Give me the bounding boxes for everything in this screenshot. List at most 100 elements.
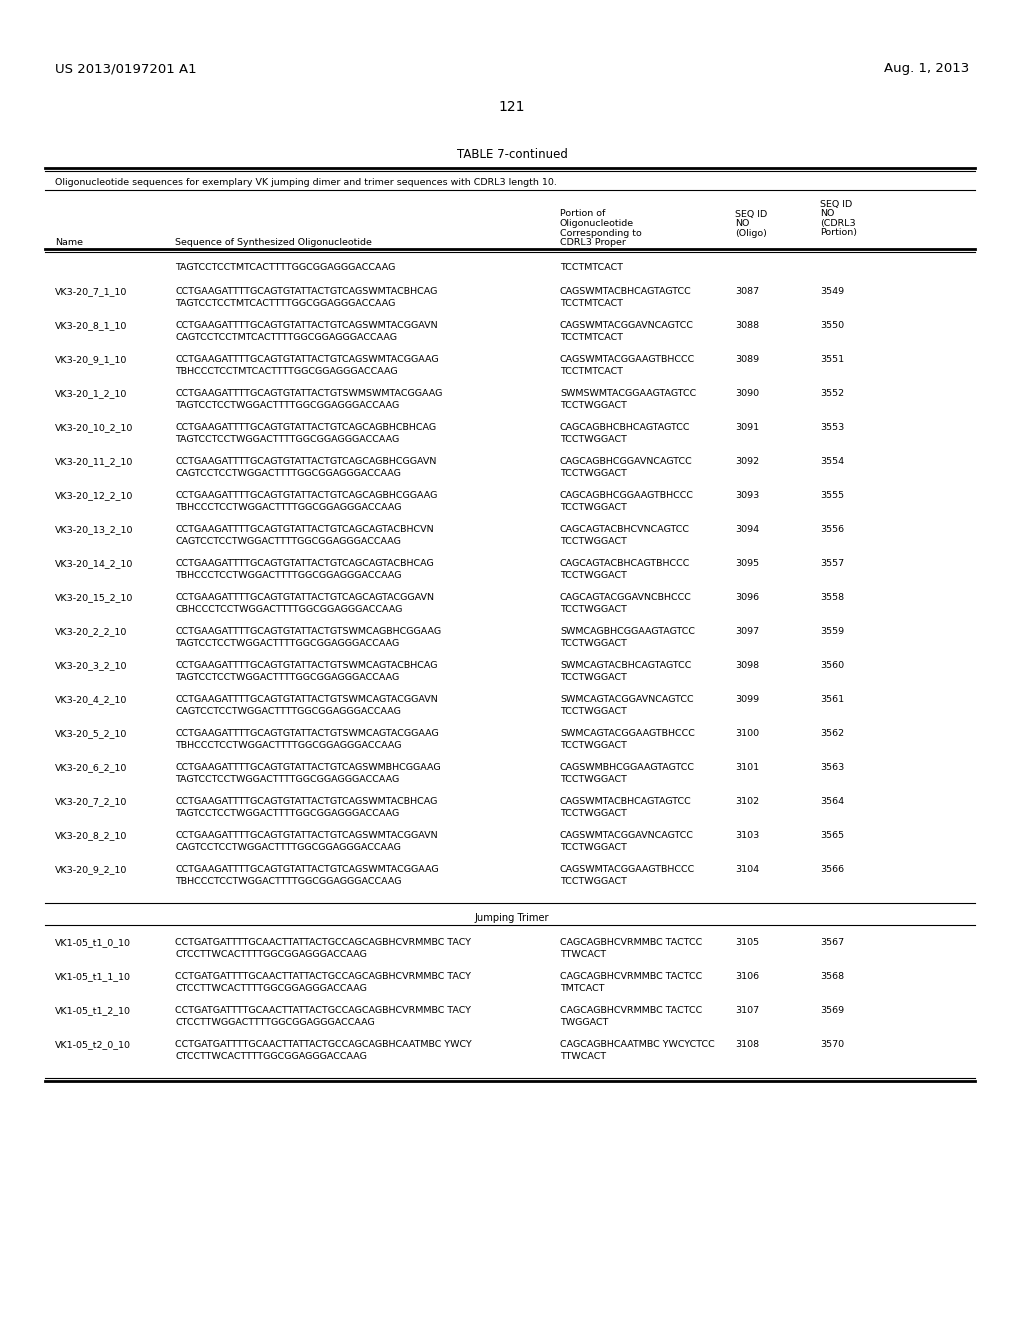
Text: 3566: 3566 xyxy=(820,865,844,874)
Text: CCTGATGATTTTGCAACTTATTACTGCCAGCAGBHCVRMMBC TACY: CCTGATGATTTTGCAACTTATTACTGCCAGCAGBHCVRMM… xyxy=(175,972,471,981)
Text: VK3-20_8_1_10: VK3-20_8_1_10 xyxy=(55,321,127,330)
Text: CAGSWMTACGGAVNCAGTCC: CAGSWMTACGGAVNCAGTCC xyxy=(560,832,694,840)
Text: CTCCTTWCACTTTTGGCGGAGGGACCAAG: CTCCTTWCACTTTTGGCGGAGGGACCAAG xyxy=(175,983,367,993)
Text: CCTGAAGATTTTGCAGTGTATTACTGTCAGSWMTACGGAAG: CCTGAAGATTTTGCAGTGTATTACTGTCAGSWMTACGGAA… xyxy=(175,865,438,874)
Text: TAGTCCTCCTWGGACTTTTGGCGGAGGGACCAAG: TAGTCCTCCTWGGACTTTTGGCGGAGGGACCAAG xyxy=(175,401,399,411)
Text: VK3-20_7_1_10: VK3-20_7_1_10 xyxy=(55,286,127,296)
Text: VK3-20_15_2_10: VK3-20_15_2_10 xyxy=(55,593,133,602)
Text: VK1-05_t1_1_10: VK1-05_t1_1_10 xyxy=(55,972,131,981)
Text: TMTCACT: TMTCACT xyxy=(560,983,604,993)
Text: TCCTWGGACT: TCCTWGGACT xyxy=(560,876,627,886)
Text: 3560: 3560 xyxy=(820,661,844,671)
Text: CCTGAAGATTTTGCAGTGTATTACTGTCAGSWMTACBHCAG: CCTGAAGATTTTGCAGTGTATTACTGTCAGSWMTACBHCA… xyxy=(175,286,437,296)
Text: VK3-20_3_2_10: VK3-20_3_2_10 xyxy=(55,661,128,671)
Text: 3107: 3107 xyxy=(735,1006,759,1015)
Text: VK3-20_2_2_10: VK3-20_2_2_10 xyxy=(55,627,127,636)
Text: CAGCAGTACGGAVNCBHCCC: CAGCAGTACGGAVNCBHCCC xyxy=(560,593,692,602)
Text: Jumping Trimer: Jumping Trimer xyxy=(475,913,549,923)
Text: SWMCAGTACGGAVNCAGTCC: SWMCAGTACGGAVNCAGTCC xyxy=(560,696,693,704)
Text: Aug. 1, 2013: Aug. 1, 2013 xyxy=(884,62,969,75)
Text: 3100: 3100 xyxy=(735,729,759,738)
Text: CAGCAGBHCVRMMBC TACTCC: CAGCAGBHCVRMMBC TACTCC xyxy=(560,939,702,946)
Text: VK3-20_9_2_10: VK3-20_9_2_10 xyxy=(55,865,127,874)
Text: 3552: 3552 xyxy=(820,389,844,399)
Text: 3105: 3105 xyxy=(735,939,759,946)
Text: SWMSWMTACGGAAGTAGTCC: SWMSWMTACGGAAGTAGTCC xyxy=(560,389,696,399)
Text: CCTGAAGATTTTGCAGTGTATTACTGTCAGCAGTACGGAVN: CCTGAAGATTTTGCAGTGTATTACTGTCAGCAGTACGGAV… xyxy=(175,593,434,602)
Text: 3102: 3102 xyxy=(735,797,759,807)
Text: VK3-20_7_2_10: VK3-20_7_2_10 xyxy=(55,797,127,807)
Text: TCCTWGGACT: TCCTWGGACT xyxy=(560,708,627,715)
Text: CTCCTTWCACTTTTGGCGGAGGGACCAAG: CTCCTTWCACTTTTGGCGGAGGGACCAAG xyxy=(175,1052,367,1061)
Text: 3553: 3553 xyxy=(820,422,844,432)
Text: 3564: 3564 xyxy=(820,797,844,807)
Text: 3095: 3095 xyxy=(735,558,759,568)
Text: VK3-20_12_2_10: VK3-20_12_2_10 xyxy=(55,491,133,500)
Text: 3103: 3103 xyxy=(735,832,759,840)
Text: 3093: 3093 xyxy=(735,491,759,500)
Text: 3562: 3562 xyxy=(820,729,844,738)
Text: 3090: 3090 xyxy=(735,389,759,399)
Text: VK3-20_1_2_10: VK3-20_1_2_10 xyxy=(55,389,127,399)
Text: VK3-20_6_2_10: VK3-20_6_2_10 xyxy=(55,763,127,772)
Text: TTWCACT: TTWCACT xyxy=(560,950,606,960)
Text: TAGTCCTCCTMTCACTTTTGGCGGAGGGACCAAG: TAGTCCTCCTMTCACTTTTGGCGGAGGGACCAAG xyxy=(175,300,395,308)
Text: TAGTCCTCCTWGGACTTTTGGCGGAGGGACCAAG: TAGTCCTCCTWGGACTTTTGGCGGAGGGACCAAG xyxy=(175,436,399,444)
Text: Oligonucleotide sequences for exemplary VK jumping dimer and trimer sequences wi: Oligonucleotide sequences for exemplary … xyxy=(55,178,557,187)
Text: Name: Name xyxy=(55,238,83,247)
Text: CAGSWMTACBHCAGTAGTCC: CAGSWMTACBHCAGTAGTCC xyxy=(560,286,692,296)
Text: 3550: 3550 xyxy=(820,321,844,330)
Text: CCTGAAGATTTTGCAGTGTATTACTGTCAGCAGTACBHCAG: CCTGAAGATTTTGCAGTGTATTACTGTCAGCAGTACBHCA… xyxy=(175,558,434,568)
Text: CAGSWMBHCGGAAGTAGTCC: CAGSWMBHCGGAAGTAGTCC xyxy=(560,763,695,772)
Text: 3101: 3101 xyxy=(735,763,759,772)
Text: 3098: 3098 xyxy=(735,661,759,671)
Text: 3557: 3557 xyxy=(820,558,844,568)
Text: 3088: 3088 xyxy=(735,321,759,330)
Text: VK3-20_8_2_10: VK3-20_8_2_10 xyxy=(55,832,127,840)
Text: CTCCTTWCACTTTTGGCGGAGGGACCAAG: CTCCTTWCACTTTTGGCGGAGGGACCAAG xyxy=(175,950,367,960)
Text: CCTGAAGATTTTGCAGTGTATTACTGTCAGSWMBHCGGAAG: CCTGAAGATTTTGCAGTGTATTACTGTCAGSWMBHCGGAA… xyxy=(175,763,440,772)
Text: VK3-20_5_2_10: VK3-20_5_2_10 xyxy=(55,729,127,738)
Text: 3104: 3104 xyxy=(735,865,759,874)
Text: SEQ ID: SEQ ID xyxy=(735,210,767,219)
Text: VK3-20_4_2_10: VK3-20_4_2_10 xyxy=(55,696,127,704)
Text: 3567: 3567 xyxy=(820,939,844,946)
Text: Portion): Portion) xyxy=(820,228,857,238)
Text: SWMCAGBHCGGAAGTAGTCC: SWMCAGBHCGGAAGTAGTCC xyxy=(560,627,695,636)
Text: CCTGAAGATTTTGCAGTGTATTACTGTCAGCAGBHCGGAVN: CCTGAAGATTTTGCAGTGTATTACTGTCAGCAGBHCGGAV… xyxy=(175,457,436,466)
Text: VK3-20_10_2_10: VK3-20_10_2_10 xyxy=(55,422,133,432)
Text: 3555: 3555 xyxy=(820,491,844,500)
Text: VK3-20_14_2_10: VK3-20_14_2_10 xyxy=(55,558,133,568)
Text: 3549: 3549 xyxy=(820,286,844,296)
Text: TCCTWGGACT: TCCTWGGACT xyxy=(560,605,627,614)
Text: SWMCAGTACBHCAGTAGTCC: SWMCAGTACBHCAGTAGTCC xyxy=(560,661,691,671)
Text: TCCTWGGACT: TCCTWGGACT xyxy=(560,741,627,750)
Text: CAGCAGBHCAATMBC YWCYCTCC: CAGCAGBHCAATMBC YWCYCTCC xyxy=(560,1040,715,1049)
Text: 3089: 3089 xyxy=(735,355,759,364)
Text: CAGCAGBHCGGAVNCAGTCC: CAGCAGBHCGGAVNCAGTCC xyxy=(560,457,693,466)
Text: Sequence of Synthesized Oligonucleotide: Sequence of Synthesized Oligonucleotide xyxy=(175,238,372,247)
Text: 3563: 3563 xyxy=(820,763,844,772)
Text: CAGTCCTCCTWGGACTTTTGGCGGAGGGACCAAG: CAGTCCTCCTWGGACTTTTGGCGGAGGGACCAAG xyxy=(175,537,400,546)
Text: 3569: 3569 xyxy=(820,1006,844,1015)
Text: TCCTWGGACT: TCCTWGGACT xyxy=(560,469,627,478)
Text: CAGTCCTCCTWGGACTTTTGGCGGAGGGACCAAG: CAGTCCTCCTWGGACTTTTGGCGGAGGGACCAAG xyxy=(175,469,400,478)
Text: CAGTCCTCCTWGGACTTTTGGCGGAGGGACCAAG: CAGTCCTCCTWGGACTTTTGGCGGAGGGACCAAG xyxy=(175,843,400,851)
Text: CAGTCCTCCTWGGACTTTTGGCGGAGGGACCAAG: CAGTCCTCCTWGGACTTTTGGCGGAGGGACCAAG xyxy=(175,708,400,715)
Text: VK3-20_11_2_10: VK3-20_11_2_10 xyxy=(55,457,133,466)
Text: CAGCAGBHCGGAAGTBHCCC: CAGCAGBHCGGAAGTBHCCC xyxy=(560,491,694,500)
Text: 121: 121 xyxy=(499,100,525,114)
Text: CAGSWMTACGGAVNCAGTCC: CAGSWMTACGGAVNCAGTCC xyxy=(560,321,694,330)
Text: TCCTMTCACT: TCCTMTCACT xyxy=(560,263,623,272)
Text: NO: NO xyxy=(735,219,750,228)
Text: CAGSWMTACBHCAGTAGTCC: CAGSWMTACBHCAGTAGTCC xyxy=(560,797,692,807)
Text: CAGCAGBHCBHCAGTAGTCC: CAGCAGBHCBHCAGTAGTCC xyxy=(560,422,690,432)
Text: CCTGAAGATTTTGCAGTGTATTACTGTCAGCAGBHCGGAAG: CCTGAAGATTTTGCAGTGTATTACTGTCAGCAGBHCGGAA… xyxy=(175,491,437,500)
Text: TCCTWGGACT: TCCTWGGACT xyxy=(560,401,627,411)
Text: TAGTCCTCCTMTCACTTTTGGCGGAGGGACCAAG: TAGTCCTCCTMTCACTTTTGGCGGAGGGACCAAG xyxy=(175,263,395,272)
Text: CCTGAAGATTTTGCAGTGTATTACTGTCAGCAGTACBHCVN: CCTGAAGATTTTGCAGTGTATTACTGTCAGCAGTACBHCV… xyxy=(175,525,433,535)
Text: TAGTCCTCCTWGGACTTTTGGCGGAGGGACCAAG: TAGTCCTCCTWGGACTTTTGGCGGAGGGACCAAG xyxy=(175,639,399,648)
Text: TBHCCCTCCTWGGACTTTTGGCGGAGGGACCAAG: TBHCCCTCCTWGGACTTTTGGCGGAGGGACCAAG xyxy=(175,572,401,579)
Text: (Oligo): (Oligo) xyxy=(735,228,767,238)
Text: TAGTCCTCCTWGGACTTTTGGCGGAGGGACCAAG: TAGTCCTCCTWGGACTTTTGGCGGAGGGACCAAG xyxy=(175,809,399,818)
